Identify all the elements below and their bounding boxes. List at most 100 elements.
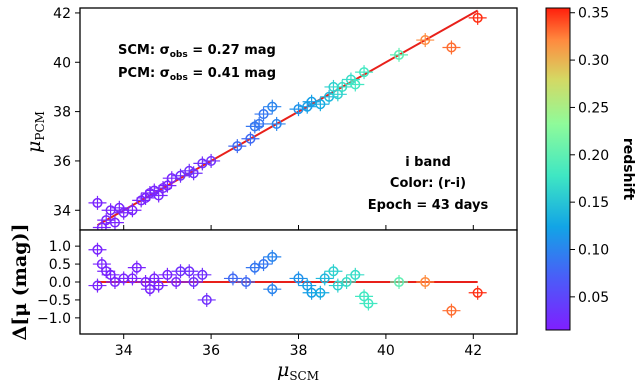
bottom-data-point (184, 275, 203, 289)
bottom-data-point (88, 278, 107, 293)
top-data-point (311, 97, 330, 112)
bottom-data-point (315, 271, 334, 286)
top-y-tick-label: 42 (53, 6, 71, 22)
top-data-point (333, 79, 352, 94)
bottom-data-point (324, 264, 343, 279)
top-data-point (88, 195, 107, 210)
bottom-data-point (223, 271, 242, 286)
top-data-point (250, 116, 269, 131)
colorbar-axis: 0.35 0.30 0.25 0.20 0.15 0.10 0.05 (570, 6, 609, 306)
top-data-point (241, 131, 260, 146)
bottom-y-tick-label: −1.0 (37, 311, 71, 327)
top-panel: 34 36 38 40 42 SCM: σobs = 0.27 mag PCM: σob… (23, 6, 518, 235)
bottom-data-point (149, 278, 168, 293)
top-data-point (390, 47, 409, 62)
top-data-point (97, 213, 116, 228)
x-tick-label: 36 (202, 343, 220, 359)
top-data-point (193, 156, 212, 171)
bottom-data-point (254, 257, 273, 272)
annotation-pcm: PCM: σobs = 0.41 mag (118, 66, 276, 83)
top-data-point (320, 89, 339, 104)
top-data-point (228, 139, 247, 154)
colorbar-tick-label: 0.30 (578, 53, 609, 69)
bottom-data-point (263, 249, 282, 264)
bottom-data-point (311, 285, 330, 300)
top-data-point (328, 87, 347, 102)
bottom-data-point (158, 267, 177, 282)
x-axis-label: μSCM (277, 359, 319, 383)
top-data-point (184, 166, 203, 181)
bottom-data-point (237, 275, 256, 289)
colorbar-gradient (545, 7, 571, 331)
annotation-band: i band (405, 155, 451, 170)
top-y-tick-label: 34 (53, 203, 71, 219)
x-tick-label: 34 (115, 343, 133, 359)
top-data-point (302, 94, 321, 109)
colorbar-tick-label: 0.10 (578, 243, 609, 259)
annotation-epoch: Epoch = 43 days (368, 198, 489, 213)
top-data-point (289, 102, 308, 117)
colorbar-tick-label: 0.25 (578, 100, 609, 116)
top-data-point (114, 205, 133, 220)
top-data-point (442, 40, 461, 55)
bottom-y-tick-label: 1.0 (49, 239, 71, 255)
top-y-tick-label: 38 (53, 105, 71, 121)
annotation-scm: SCM: σobs = 0.27 mag (118, 43, 276, 60)
top-y-tick-label: 40 (53, 55, 71, 71)
bottom-y-axis-label: Δ[μ (mag)] (9, 224, 31, 341)
colorbar: 0.35 0.30 0.25 0.20 0.15 0.10 0.05 redshift (545, 6, 636, 331)
top-data-point (105, 215, 124, 230)
top-data-point (202, 153, 221, 168)
bottom-x-axis: 34 36 38 40 42 (115, 334, 482, 359)
top-y-axis: 34 36 38 40 42 (53, 6, 474, 230)
colorbar-tick-label: 0.05 (578, 290, 609, 306)
bottom-data-point (88, 242, 107, 257)
top-data-point (162, 171, 181, 186)
bottom-data-point (298, 278, 317, 293)
top-fit-line (96, 9, 479, 226)
bottom-data-point (289, 271, 308, 286)
top-data-point (267, 116, 286, 131)
bottom-data-point (390, 275, 409, 289)
colorbar-tick-label: 0.15 (578, 195, 609, 211)
top-data-point (123, 203, 142, 218)
bottom-data-point (263, 282, 282, 297)
bottom-data-point (346, 267, 365, 282)
bottom-y-axis: 1.0 0.5 0.0 −0.5 −1.0 (37, 239, 80, 327)
annotation-color: Color: (r-i) (390, 176, 466, 191)
top-data-point (355, 65, 374, 80)
top-data-point (468, 10, 487, 25)
top-data-point (416, 33, 435, 48)
top-y-axis-label: μPCM (23, 111, 47, 153)
top-data-point (101, 203, 120, 218)
bottom-data-point (123, 271, 142, 286)
bottom-scatter (88, 242, 487, 318)
bottom-data-point (180, 264, 199, 279)
top-data-point (149, 188, 168, 203)
bottom-data-point (442, 303, 461, 318)
colorbar-title: redshift (620, 138, 636, 201)
bottom-data-point (197, 292, 216, 307)
bottom-data-point (416, 275, 435, 289)
bottom-y-tick-label: 0.5 (49, 257, 71, 273)
top-scatter (88, 10, 487, 235)
top-data-point (254, 107, 273, 122)
bottom-data-point (468, 285, 487, 300)
x-tick-label: 40 (377, 343, 395, 359)
bottom-panel: 1.00.50.0−0.5−1.0 34 36 38 40 42 Δ[μ (mag)] … (9, 224, 518, 383)
bottom-y-tick-label: −0.5 (37, 293, 71, 309)
colorbar-tick-label: 0.20 (578, 148, 609, 164)
top-data-point (346, 77, 365, 92)
top-data-point (158, 178, 177, 193)
bottom-data-point (127, 260, 146, 275)
colorbar-tick-label: 0.35 (578, 6, 609, 22)
bottom-data-point (193, 267, 212, 282)
x-tick-label: 42 (464, 343, 482, 359)
top-y-tick-label: 36 (53, 154, 71, 170)
bottom-data-point (337, 275, 356, 289)
bottom-y-tick-label: 0.0 (49, 275, 71, 291)
bottom-data-point (359, 296, 378, 311)
x-tick-label: 38 (290, 343, 308, 359)
bottom-data-point (167, 275, 186, 289)
